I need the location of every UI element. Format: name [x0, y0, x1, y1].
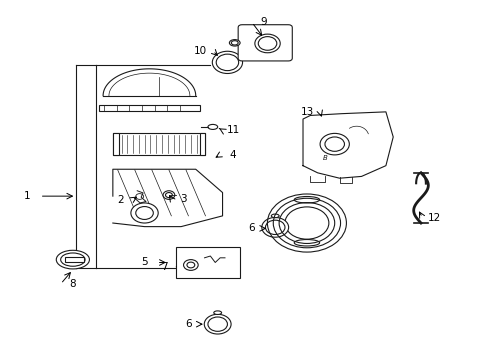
Text: 5: 5 [141, 257, 147, 267]
Ellipse shape [261, 217, 288, 237]
Text: 7: 7 [161, 262, 167, 272]
Bar [113, 134, 205, 155]
Polygon shape [113, 169, 222, 226]
Ellipse shape [285, 207, 328, 239]
Circle shape [183, 260, 198, 270]
Circle shape [136, 207, 153, 220]
Ellipse shape [265, 220, 285, 234]
Text: 9: 9 [260, 17, 267, 27]
Ellipse shape [216, 54, 238, 71]
Bar [65, 257, 83, 262]
Bar [176, 247, 239, 278]
Circle shape [254, 34, 280, 53]
Text: 6: 6 [185, 319, 191, 329]
Text: 10: 10 [194, 46, 207, 56]
Ellipse shape [207, 317, 227, 331]
Ellipse shape [56, 250, 89, 269]
Ellipse shape [294, 197, 319, 203]
Circle shape [131, 203, 158, 223]
Text: 2: 2 [117, 195, 123, 205]
Text: 6: 6 [248, 224, 255, 233]
Text: 4: 4 [228, 150, 235, 160]
Bar [99, 105, 199, 111]
Circle shape [186, 262, 194, 268]
Ellipse shape [207, 125, 217, 130]
Bar [113, 134, 119, 155]
Text: 11: 11 [227, 125, 240, 135]
Polygon shape [303, 112, 392, 178]
Bar [199, 134, 205, 155]
Ellipse shape [212, 51, 242, 73]
Circle shape [320, 134, 348, 155]
Text: 13: 13 [301, 107, 314, 117]
Text: 1: 1 [24, 191, 31, 201]
Ellipse shape [294, 239, 319, 246]
Ellipse shape [231, 41, 238, 45]
Ellipse shape [229, 40, 240, 46]
Text: 12: 12 [427, 213, 440, 222]
Circle shape [258, 37, 276, 50]
Circle shape [325, 137, 344, 151]
Text: 8: 8 [69, 279, 76, 289]
Circle shape [165, 193, 172, 198]
Ellipse shape [271, 214, 279, 218]
Circle shape [163, 191, 174, 199]
Ellipse shape [61, 253, 85, 266]
Ellipse shape [213, 311, 221, 315]
Text: B: B [322, 155, 326, 161]
FancyBboxPatch shape [238, 25, 292, 61]
Text: 3: 3 [180, 194, 186, 204]
Ellipse shape [204, 314, 231, 334]
